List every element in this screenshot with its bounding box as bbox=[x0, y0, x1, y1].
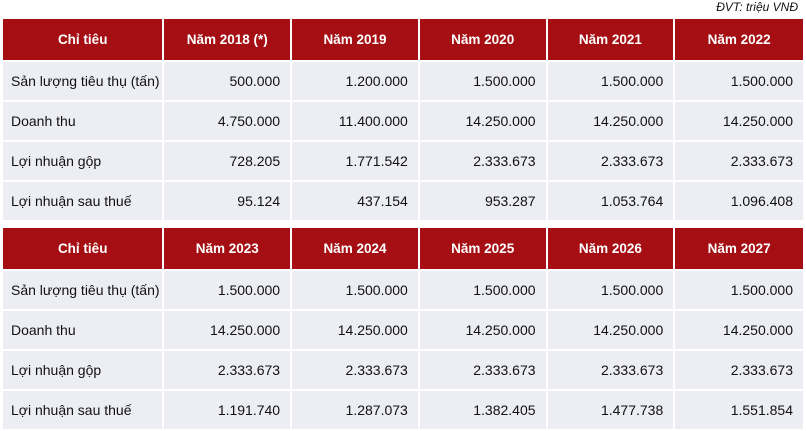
table-cell: 1.500.000 bbox=[419, 269, 548, 309]
projection-table-2018-2022: Chỉ tiêu Năm 2018 (*) Năm 2019 Năm 2020 … bbox=[3, 19, 803, 220]
table-cell: 1.287.073 bbox=[292, 389, 420, 429]
row-label: Lợi nhuận gộp bbox=[3, 349, 165, 389]
row-label: Sản lượng tiêu thụ (tấn) bbox=[3, 269, 165, 309]
column-header: Năm 2021 bbox=[547, 19, 676, 60]
table-cell: 728.205 bbox=[164, 140, 293, 180]
column-header: Chỉ tiêu bbox=[3, 228, 165, 269]
table-cell: 2.333.673 bbox=[547, 349, 676, 389]
table-cell: 11.400.000 bbox=[292, 100, 420, 140]
column-header: Năm 2024 bbox=[292, 228, 420, 269]
row-label: Lợi nhuận sau thuế bbox=[3, 389, 165, 429]
table-row: Lợi nhuận sau thuế 1.191.740 1.287.073 1… bbox=[3, 389, 803, 429]
table-cell: 14.250.000 bbox=[675, 309, 803, 349]
row-label: Doanh thu bbox=[3, 100, 165, 140]
unit-note: ĐVT: triệu VNĐ bbox=[716, 0, 798, 14]
table-cell: 1.500.000 bbox=[419, 60, 548, 100]
row-label: Lợi nhuận gộp bbox=[3, 140, 165, 180]
table-cell: 14.250.000 bbox=[164, 309, 293, 349]
column-header: Năm 2022 bbox=[675, 19, 803, 60]
table-cell: 95.124 bbox=[164, 180, 293, 220]
table-cell: 1.053.764 bbox=[547, 180, 676, 220]
column-header: Năm 2023 bbox=[164, 228, 293, 269]
table-cell: 2.333.673 bbox=[419, 349, 548, 389]
table-cell: 1.500.000 bbox=[675, 269, 803, 309]
table-cell: 4.750.000 bbox=[164, 100, 293, 140]
table-cell: 437.154 bbox=[292, 180, 420, 220]
table-cell: 953.287 bbox=[419, 180, 548, 220]
table-cell: 14.250.000 bbox=[547, 100, 676, 140]
table-cell: 1.191.740 bbox=[164, 389, 293, 429]
table-cell: 14.250.000 bbox=[292, 309, 420, 349]
table-cell: 1.382.405 bbox=[419, 389, 548, 429]
table-cell: 1.096.408 bbox=[675, 180, 803, 220]
table-header-row: Chỉ tiêu Năm 2018 (*) Năm 2019 Năm 2020 … bbox=[3, 19, 803, 60]
table-cell: 1.500.000 bbox=[547, 269, 676, 309]
table-cell: 2.333.673 bbox=[675, 349, 803, 389]
table-cell: 14.250.000 bbox=[419, 100, 548, 140]
column-header: Năm 2019 bbox=[292, 19, 420, 60]
column-header: Năm 2027 bbox=[675, 228, 803, 269]
table-row: Doanh thu 14.250.000 14.250.000 14.250.0… bbox=[3, 309, 803, 349]
table-row: Doanh thu 4.750.000 11.400.000 14.250.00… bbox=[3, 100, 803, 140]
table-cell: 14.250.000 bbox=[419, 309, 548, 349]
column-header: Năm 2018 (*) bbox=[164, 19, 293, 60]
table-row: Lợi nhuận gộp 2.333.673 2.333.673 2.333.… bbox=[3, 349, 803, 389]
table-cell: 2.333.673 bbox=[547, 140, 676, 180]
row-label: Sản lượng tiêu thụ (tấn) bbox=[3, 60, 165, 100]
table-cell: 1.771.542 bbox=[292, 140, 420, 180]
table-row: Lợi nhuận sau thuế 95.124 437.154 953.28… bbox=[3, 180, 803, 220]
table-row: Sản lượng tiêu thụ (tấn) 500.000 1.200.0… bbox=[3, 60, 803, 100]
table-cell: 14.250.000 bbox=[675, 100, 803, 140]
column-header: Năm 2025 bbox=[419, 228, 548, 269]
table-header-row: Chỉ tiêu Năm 2023 Năm 2024 Năm 2025 Năm … bbox=[3, 228, 803, 269]
column-header: Chỉ tiêu bbox=[3, 19, 165, 60]
table-cell: 2.333.673 bbox=[292, 349, 420, 389]
cropped-title-fragment bbox=[0, 0, 806, 2]
table-cell: 14.250.000 bbox=[547, 309, 676, 349]
projection-table-2023-2027: Chỉ tiêu Năm 2023 Năm 2024 Năm 2025 Năm … bbox=[3, 228, 803, 429]
table-row: Sản lượng tiêu thụ (tấn) 1.500.000 1.500… bbox=[3, 269, 803, 309]
table-cell: 1.477.738 bbox=[547, 389, 676, 429]
table-row: Lợi nhuận gộp 728.205 1.771.542 2.333.67… bbox=[3, 140, 803, 180]
table-cell: 1.200.000 bbox=[292, 60, 420, 100]
table-cell: 1.500.000 bbox=[292, 269, 420, 309]
table-cell: 500.000 bbox=[164, 60, 293, 100]
table-cell: 1.500.000 bbox=[675, 60, 803, 100]
table-cell: 2.333.673 bbox=[164, 349, 293, 389]
row-label: Lợi nhuận sau thuế bbox=[3, 180, 165, 220]
table-cell: 1.500.000 bbox=[164, 269, 293, 309]
column-header: Năm 2026 bbox=[547, 228, 676, 269]
table-cell: 1.551.854 bbox=[675, 389, 803, 429]
table-cell: 2.333.673 bbox=[675, 140, 803, 180]
table-cell: 1.500.000 bbox=[547, 60, 676, 100]
row-label: Doanh thu bbox=[3, 309, 165, 349]
column-header: Năm 2020 bbox=[419, 19, 548, 60]
table-cell: 2.333.673 bbox=[419, 140, 548, 180]
